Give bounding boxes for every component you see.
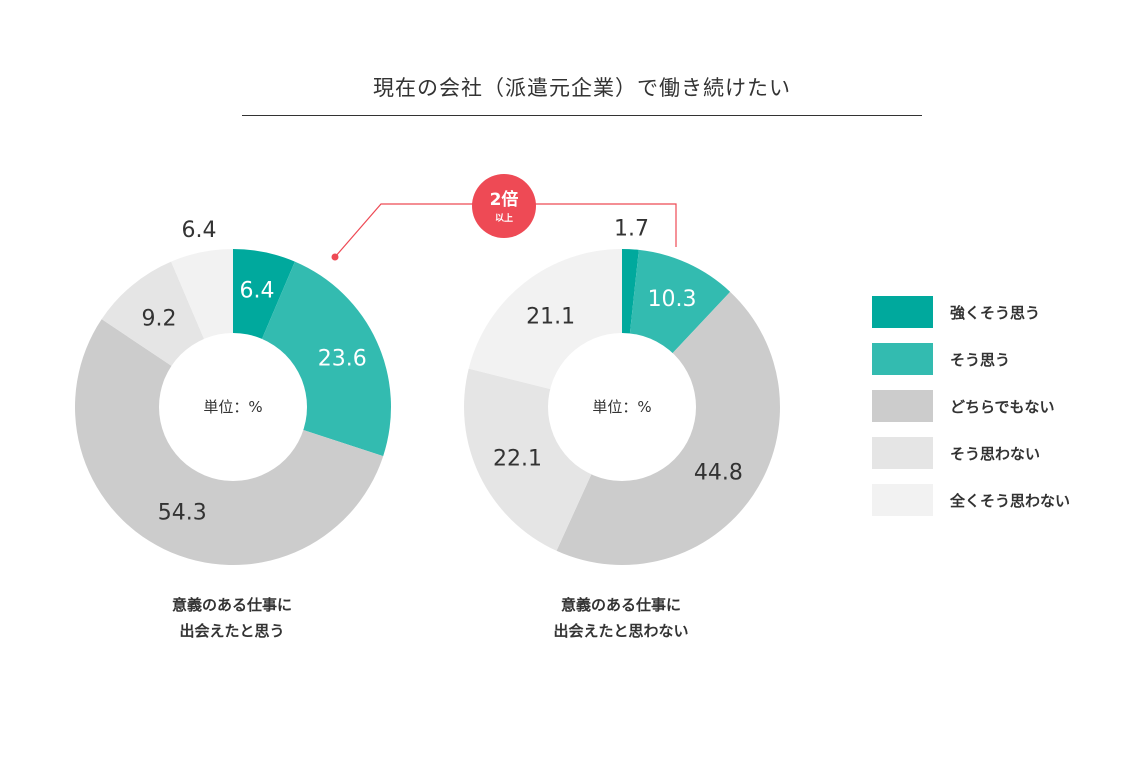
donut-hole bbox=[159, 333, 307, 481]
caption-line: 出会えたと思う bbox=[179, 622, 285, 640]
center-unit-label: 単位：% bbox=[203, 398, 262, 416]
slice-value-label: 10.3 bbox=[648, 287, 697, 312]
title-divider bbox=[242, 115, 922, 116]
chart-caption-right: 意義のある仕事に 出会えたと思わない bbox=[491, 592, 751, 644]
donut-hole bbox=[548, 333, 696, 481]
slice-value-label: 6.4 bbox=[182, 218, 217, 243]
legend-label: そう思わない bbox=[950, 445, 1041, 463]
slice-value-label: 9.2 bbox=[141, 307, 176, 332]
legend-swatch bbox=[872, 296, 933, 328]
callout-main-text: 2倍 bbox=[490, 189, 519, 210]
slice-value-label: 21.1 bbox=[526, 305, 575, 330]
slice-value-label: 1.7 bbox=[614, 216, 649, 241]
slice-value-label: 23.6 bbox=[318, 346, 367, 371]
page-title: 現在の会社（派遣元企業）で働き続けたい bbox=[373, 76, 791, 100]
legend-label: そう思う bbox=[950, 351, 1011, 369]
slice-value-label: 44.8 bbox=[694, 461, 743, 486]
callout-dot bbox=[331, 253, 339, 261]
legend-swatch bbox=[872, 390, 933, 422]
legend-swatch bbox=[872, 484, 933, 516]
slice-value-label: 54.3 bbox=[158, 500, 207, 525]
legend-swatch bbox=[872, 437, 933, 469]
center-unit-label: 単位：% bbox=[592, 398, 651, 416]
callout-sub-text: 以上 bbox=[495, 212, 513, 224]
caption-line: 意義のある仕事に bbox=[171, 596, 292, 614]
legend-label: 全くそう思わない bbox=[950, 492, 1071, 510]
caption-line: 出会えたと思わない bbox=[553, 622, 689, 640]
legend-swatch bbox=[872, 343, 933, 375]
caption-line: 意義のある仕事に bbox=[560, 596, 681, 614]
donuts-group: 6.4 23.6 54.3 9.2 6.4 単位：% 1.7 10.3 44.8 22.1 21.1… bbox=[74, 216, 780, 565]
slice-value-label: 22.1 bbox=[493, 446, 542, 471]
chart-caption-left: 意義のある仕事に 出会えたと思う bbox=[102, 592, 362, 644]
slice-value-label: 6.4 bbox=[239, 278, 274, 303]
legend-label: 強くそう思う bbox=[950, 304, 1041, 322]
legend-label: どちらでもない bbox=[950, 398, 1055, 416]
comparison-callout: 2倍 以上 bbox=[331, 174, 677, 261]
callout-badge bbox=[472, 174, 536, 238]
